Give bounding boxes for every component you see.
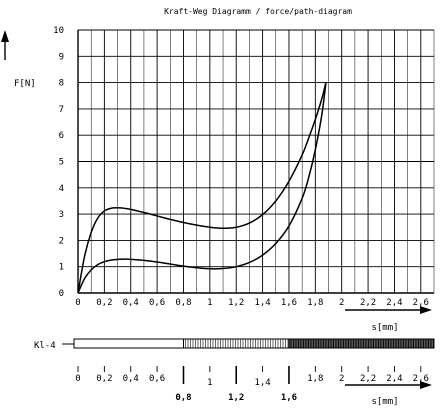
y-tick-labels: 0 1 2 3 4 5 6 7 8 9 10 [53, 26, 64, 299]
x-tick-label: 0,2 [96, 298, 112, 308]
y-tick-label: 7 [59, 105, 64, 115]
x-tick-label: 0,8 [175, 298, 191, 308]
scale-tick-label: 2,2 [360, 374, 376, 384]
scale-tick-label: 0,6 [149, 374, 165, 384]
y-tick-label: 0 [59, 289, 64, 299]
x-tick-label: 0,6 [149, 298, 165, 308]
x-tick-labels: 0 0,2 0,4 0,6 0,8 1 1,2 1,4 1,6 1,8 2 2,2 2,4 2,6 [75, 298, 429, 308]
y-tick-label: 3 [59, 210, 64, 220]
x-tick-label: 2,4 [386, 298, 402, 308]
scale-tick-label: 1,2 [228, 393, 244, 403]
x-tick-label: 1,8 [307, 298, 323, 308]
scale-bar [74, 339, 434, 348]
x-tick-label: 1,6 [281, 298, 297, 308]
x-tick-label: 1,2 [228, 298, 244, 308]
scale-tick-label: 1,6 [281, 393, 297, 403]
scale-axis-label: s[mm] [371, 397, 398, 407]
x-tick-label: 1,4 [254, 298, 270, 308]
scale-tick-label: 2 [339, 374, 344, 384]
x-tick-label: 1 [207, 298, 212, 308]
y-tick-label: 1 [59, 263, 64, 273]
y-axis-label: F[N] [14, 79, 36, 89]
x-tick-label: 2 [339, 298, 344, 308]
chart-title: Kraft-Weg Diagramm / force/path-diagram [164, 7, 352, 16]
scale-marker-label: Kl-4 [34, 341, 56, 351]
scale-tick-label: 1 [207, 378, 212, 388]
y-tick-label: 8 [59, 79, 64, 89]
y-tick-label: 2 [59, 236, 64, 246]
scale-tick-label: 1,8 [307, 374, 323, 384]
scale-segment-free [74, 339, 183, 348]
scale-tick-label: 0 [75, 374, 80, 384]
scale-tick-label: 2,4 [386, 374, 402, 384]
y-tick-label: 6 [59, 131, 64, 141]
x-tick-label: 2,2 [360, 298, 376, 308]
scale-tick-label: 0,8 [175, 393, 191, 403]
y-axis-arrow [1, 30, 9, 60]
y-tick-label: 9 [59, 52, 64, 62]
x-tick-label: 0,4 [123, 298, 139, 308]
scale-tick-label: 0,2 [96, 374, 112, 384]
y-tick-label: 4 [59, 184, 64, 194]
scale-tick-label: 1,4 [254, 378, 270, 388]
y-tick-label: 10 [53, 26, 64, 36]
travel-scale: Kl-4 0 0,2 0,4 0,60,811,21,41,61,8 2 2,2 2,4 2,… [34, 339, 434, 407]
scale-tick-label: 0,4 [123, 374, 139, 384]
x-tick-label: 0 [75, 298, 80, 308]
chart-grid [78, 30, 434, 293]
y-tick-label: 5 [59, 158, 64, 168]
x-axis-label: s[mm] [371, 323, 398, 333]
